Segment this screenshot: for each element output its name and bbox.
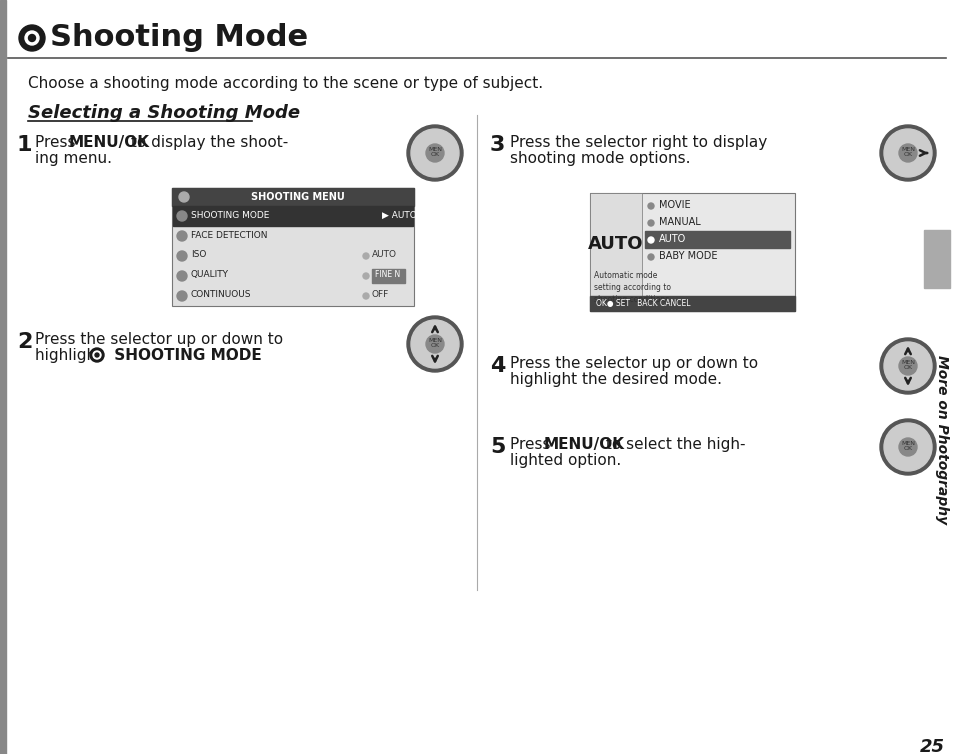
Bar — [923, 230, 949, 288]
Circle shape — [647, 254, 654, 260]
Circle shape — [426, 144, 443, 162]
Text: Shooting Mode: Shooting Mode — [50, 23, 308, 53]
Circle shape — [29, 35, 35, 41]
Text: highlight the desired mode.: highlight the desired mode. — [510, 372, 721, 387]
Circle shape — [883, 342, 931, 390]
Text: MANUAL: MANUAL — [659, 217, 700, 227]
Text: 4: 4 — [490, 356, 505, 376]
Text: Press: Press — [510, 437, 555, 452]
Text: highlight: highlight — [35, 348, 107, 363]
Text: lighted option.: lighted option. — [510, 453, 620, 468]
Text: AUTO: AUTO — [659, 234, 685, 244]
Circle shape — [95, 353, 99, 357]
Text: 2: 2 — [17, 332, 32, 352]
Text: SHOOTING MODE: SHOOTING MODE — [109, 348, 261, 363]
Circle shape — [647, 220, 654, 226]
Circle shape — [411, 129, 458, 177]
Bar — [172, 188, 414, 206]
Text: OFF: OFF — [372, 290, 389, 299]
Text: shooting mode options.: shooting mode options. — [510, 151, 690, 166]
Text: Press the selector up or down to: Press the selector up or down to — [510, 356, 758, 371]
Text: SHOOTING MODE: SHOOTING MODE — [191, 210, 269, 219]
Bar — [172, 188, 414, 306]
Text: Choose a shooting mode according to the scene or type of subject.: Choose a shooting mode according to the … — [28, 76, 542, 91]
Bar — [172, 206, 413, 226]
Circle shape — [179, 192, 189, 202]
Text: AUTO: AUTO — [372, 250, 396, 259]
Text: MEN
OK: MEN OK — [428, 338, 441, 348]
Text: Press the selector up or down to: Press the selector up or down to — [35, 332, 283, 347]
Bar — [0, 0, 6, 754]
Circle shape — [898, 357, 916, 375]
Circle shape — [879, 338, 935, 394]
Text: QUALITY: QUALITY — [191, 271, 229, 280]
Text: .: . — [225, 348, 230, 363]
Circle shape — [883, 423, 931, 471]
Text: to display the shoot-: to display the shoot- — [126, 135, 288, 150]
Text: ISO: ISO — [191, 250, 206, 259]
Circle shape — [177, 211, 187, 221]
Text: SHOOTING MENU: SHOOTING MENU — [251, 192, 345, 202]
Circle shape — [177, 251, 187, 261]
Text: 3: 3 — [490, 135, 505, 155]
Bar — [589, 193, 641, 311]
Circle shape — [898, 438, 916, 456]
Circle shape — [90, 348, 104, 362]
Circle shape — [177, 271, 187, 281]
Bar — [644, 231, 789, 248]
Circle shape — [879, 419, 935, 475]
Text: AUTO: AUTO — [588, 235, 643, 253]
Text: Press the selector right to display: Press the selector right to display — [510, 135, 766, 150]
Circle shape — [19, 25, 45, 51]
Circle shape — [898, 144, 916, 162]
Text: 25: 25 — [919, 738, 943, 754]
Text: Selecting a Shooting Mode: Selecting a Shooting Mode — [28, 104, 300, 122]
Text: CONTINUOUS: CONTINUOUS — [191, 290, 252, 299]
Text: Press: Press — [35, 135, 80, 150]
Bar — [372, 269, 405, 283]
Text: FACE DETECTION: FACE DETECTION — [191, 231, 267, 240]
Bar — [589, 193, 794, 311]
Text: MENU/OK: MENU/OK — [69, 135, 150, 150]
Circle shape — [363, 293, 369, 299]
Text: FINE N: FINE N — [375, 271, 400, 280]
Circle shape — [647, 203, 654, 209]
Circle shape — [177, 231, 187, 241]
Circle shape — [647, 237, 654, 243]
Circle shape — [363, 273, 369, 279]
Text: 5: 5 — [490, 437, 505, 457]
Circle shape — [411, 320, 458, 368]
Text: Automatic mode
setting according to
shooting conditions.: Automatic mode setting according to shoo… — [594, 271, 671, 304]
Text: MEN
OK: MEN OK — [900, 360, 914, 370]
Text: OK● SET   BACK CANCEL: OK● SET BACK CANCEL — [596, 299, 690, 308]
Text: MENU/OK: MENU/OK — [543, 437, 624, 452]
Circle shape — [879, 125, 935, 181]
Text: ▶ AUTO: ▶ AUTO — [381, 210, 416, 219]
Bar — [589, 296, 794, 311]
Text: ing menu.: ing menu. — [35, 151, 112, 166]
Text: to select the high-: to select the high- — [600, 437, 744, 452]
Text: More on Photography: More on Photography — [934, 355, 948, 525]
Text: MEN
OK: MEN OK — [900, 147, 914, 157]
Circle shape — [177, 291, 187, 301]
Circle shape — [426, 335, 443, 353]
Circle shape — [92, 351, 101, 359]
Text: 1: 1 — [17, 135, 32, 155]
Text: BABY MODE: BABY MODE — [659, 251, 717, 261]
Circle shape — [407, 125, 462, 181]
Text: MOVIE: MOVIE — [659, 200, 690, 210]
Circle shape — [883, 129, 931, 177]
Circle shape — [363, 253, 369, 259]
Text: MEN
OK: MEN OK — [428, 147, 441, 157]
Circle shape — [407, 316, 462, 372]
Text: MEN
OK: MEN OK — [900, 441, 914, 451]
Circle shape — [25, 31, 39, 45]
